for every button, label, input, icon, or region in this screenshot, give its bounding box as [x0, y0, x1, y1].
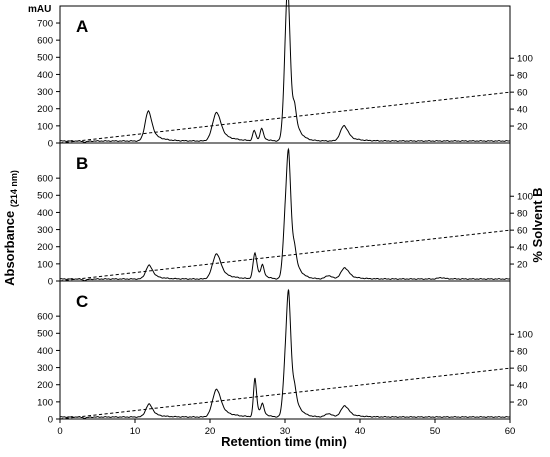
x-tick-label: 10	[130, 426, 141, 437]
x-axis-title: Retention time (min)	[221, 434, 347, 449]
y-right-tick-label: 80	[517, 71, 528, 82]
y-left-tick-label: 700	[37, 18, 53, 29]
y-right-tick-label: 80	[517, 347, 528, 358]
y-left-tick-label: 100	[37, 397, 53, 408]
x-tick-label: 0	[57, 426, 62, 437]
chromatogram-trace	[59, 147, 511, 282]
y-right-tick-label: 20	[517, 397, 528, 408]
solvent-gradient-line	[59, 91, 511, 144]
y-right-tick-label: 20	[517, 121, 528, 132]
panels-group: A010020030040050060070020406080100B01002…	[37, 0, 533, 425]
chromatogram-trace	[59, 288, 511, 419]
panel-c: C 0 100 200 300 400 500 600 20 40 60 80 100	[37, 280, 533, 425]
y-left-title: Absorbance (214 nm)	[2, 170, 19, 286]
y-left-tick-label: 400	[37, 70, 53, 81]
x-axis: 0 10 20 30 40 50 60	[57, 419, 515, 437]
y-left-tick-label: 500	[37, 329, 53, 340]
y-left-tick-label: 0	[48, 138, 53, 149]
y-right-title: % Solvent B	[530, 187, 545, 262]
y-right-tick-label: 80	[517, 209, 528, 220]
panel-label: C	[76, 292, 88, 311]
panel-label: A	[76, 17, 88, 36]
y-left-tick-label: 400	[37, 208, 53, 219]
y-right-tick-label: 40	[517, 242, 528, 253]
y-left-title-main: Absorbance	[2, 211, 17, 286]
y-left-tick-label: 500	[37, 191, 53, 202]
y-right-tick-label: 100	[517, 192, 533, 203]
y-left-tick-label: 200	[37, 104, 53, 115]
y-right-tick-label: 60	[517, 226, 528, 237]
x-tick-label: 50	[430, 426, 441, 437]
y-right-tick-label: 60	[517, 88, 528, 99]
y-left-unit: mAU	[28, 4, 51, 15]
y-right-tick-label: 100	[517, 54, 533, 65]
y-left-tick-label: 400	[37, 346, 53, 357]
y-right-tick-label: 60	[517, 364, 528, 375]
panel-label: B	[76, 154, 88, 173]
chromatogram-trace	[59, 0, 511, 143]
y-left-tick-label: 200	[37, 242, 53, 253]
panel-frame	[59, 5, 511, 144]
y-left-tick-label: 300	[37, 87, 53, 98]
y-left-tick-label: 0	[48, 414, 53, 425]
y-left-tick-label: 100	[37, 259, 53, 270]
y-left-tick-label: 600	[37, 174, 53, 185]
y-left-tick-label: 0	[48, 276, 53, 287]
solvent-gradient-line	[59, 229, 511, 282]
x-tick-label: 60	[505, 426, 516, 437]
y-right-tick-label: 40	[517, 380, 528, 391]
x-tick-label: 20	[205, 426, 216, 437]
x-tick-label: 30	[280, 426, 291, 437]
y-left-tick-label: 600	[37, 312, 53, 323]
y-right-tick-label: 100	[517, 330, 533, 341]
y-left-tick-label: 300	[37, 225, 53, 236]
x-tick-label: 40	[355, 426, 366, 437]
y-right-tick-label: 40	[517, 104, 528, 115]
solvent-gradient-line	[59, 367, 511, 420]
y-left-tick-label: 600	[37, 36, 53, 47]
y-left-tick-label: 100	[37, 121, 53, 132]
y-left-title-sub: (214 nm)	[9, 170, 19, 207]
y-right-tick-label: 20	[517, 259, 528, 270]
y-left-tick-label: 200	[37, 380, 53, 391]
panel-b: B 0 100 200 300 400 500 600 20 40 60 80 100	[37, 142, 533, 287]
panel-a: A 0 100 200 300 400 500 600 700 20 40 60 80 100	[37, 0, 533, 149]
y-left-tick-label: 500	[37, 53, 53, 64]
y-left-tick-label: 300	[37, 363, 53, 374]
